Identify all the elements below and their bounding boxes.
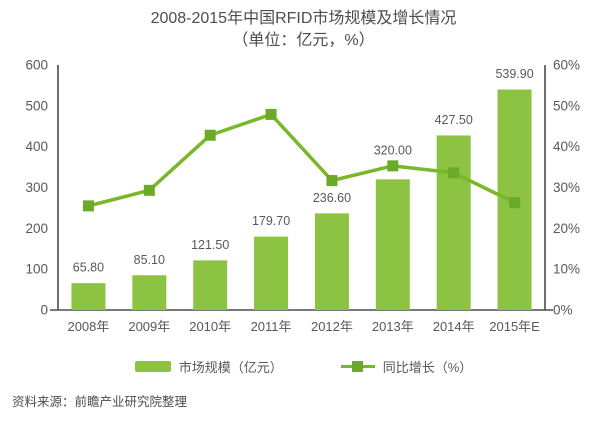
bar-2008年 (71, 283, 106, 310)
bar-value-label: 320.00 (374, 143, 412, 157)
chart-legend: 市场规模（亿元） 同比增长（%） (0, 357, 607, 376)
x-axis-label: 2008年 (67, 319, 109, 334)
x-axis-label: 2012年 (311, 319, 353, 334)
bar-value-label: 427.50 (435, 113, 473, 127)
left-axis-tick: 0 (40, 303, 48, 318)
bar-2010年 (193, 260, 228, 310)
bar-series-swatch-icon (134, 361, 171, 372)
chart-title-line2: （单位：亿元，%） (232, 32, 375, 49)
bar-value-label: 539.90 (495, 67, 533, 81)
right-axis-tick: 60% (553, 58, 580, 73)
left-axis-tick: 100 (25, 262, 48, 277)
line-series-swatch-icon (340, 361, 375, 372)
left-axis-tick: 500 (25, 98, 48, 113)
left-axis-tick: 600 (25, 58, 48, 73)
growth-marker-2013年 (387, 160, 399, 172)
legend-item-market-size: 市场规模（亿元） (134, 357, 283, 376)
right-axis-tick: 20% (553, 221, 580, 236)
bar-value-label: 236.60 (313, 191, 351, 205)
chart-plot-area: 0 100 200 300 400 500 600 0% 10% 20% 30% 40% 50% 60% 6… (25, 58, 580, 335)
bar-value-label: 65.80 (73, 261, 104, 275)
data-source-note: 资料来源：前瞻产业研究院整理 (12, 395, 188, 409)
right-axis-tick: 10% (553, 262, 580, 277)
growth-marker-2011年 (265, 108, 277, 120)
chart-title: 2008-2015年中国RFID市场规模及增长情况 （单位：亿元，%） (0, 8, 607, 52)
bar-value-label: 121.50 (191, 238, 229, 252)
bar-2012年 (314, 213, 349, 310)
growth-line (88, 112, 516, 208)
bar-value-label: 179.70 (252, 214, 290, 228)
bar-value-label: 85.10 (134, 253, 165, 267)
x-axis-label: 2015年E (489, 319, 540, 334)
bar-2014年 (436, 135, 471, 310)
x-axis-label: 2011年 (251, 319, 292, 334)
growth-marker-2014年 (448, 167, 460, 179)
bar-2011年 (254, 236, 289, 310)
right-axis-tick: 0% (553, 303, 573, 318)
x-axis-label: 2014年 (433, 319, 475, 334)
growth-marker-2012年 (326, 175, 338, 187)
right-axis-tick: 40% (553, 139, 580, 154)
x-axis-label: 2009年 (128, 319, 170, 334)
growth-marker-2015年E (509, 197, 521, 209)
bar-2013年 (375, 179, 410, 310)
bar-2009年 (132, 275, 167, 310)
growth-marker-2008年 (82, 200, 94, 212)
x-axis-label: 2010年 (189, 319, 231, 334)
right-axis-tick: 50% (553, 98, 580, 113)
growth-marker-2009年 (143, 184, 155, 196)
chart-title-line1: 2008-2015年中国RFID市场规模及增长情况 (150, 10, 457, 27)
legend-label-yoy-growth: 同比增长（%） (382, 360, 473, 375)
left-axis-tick: 400 (25, 139, 48, 154)
legend-item-yoy-growth: 同比增长（%） (340, 357, 473, 376)
legend-label-market-size: 市场规模（亿元） (178, 360, 283, 375)
x-axis-label: 2013年 (372, 319, 414, 334)
growth-marker-2010年 (204, 129, 216, 141)
left-axis-tick: 200 (25, 221, 48, 236)
right-axis-tick: 30% (553, 180, 580, 195)
left-axis-tick: 300 (25, 180, 48, 195)
